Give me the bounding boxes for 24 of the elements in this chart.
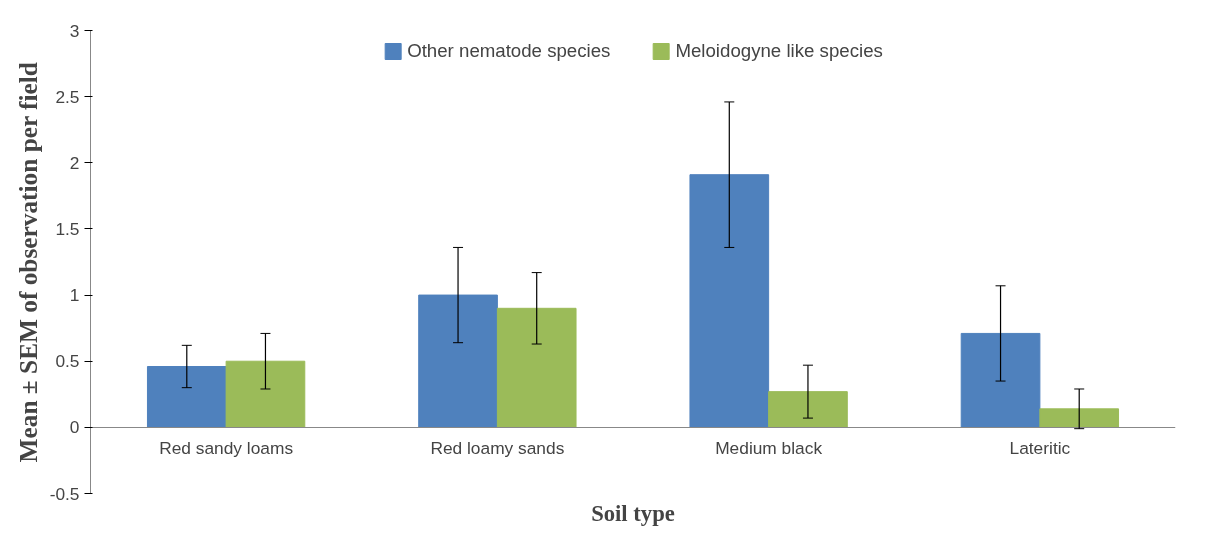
y-tick-label: 0 <box>69 417 80 438</box>
bar <box>496 307 577 428</box>
y-tick-label: 0.5 <box>55 351 80 372</box>
bar <box>225 360 306 428</box>
y-tick-label: 2 <box>69 152 80 173</box>
bar <box>146 366 227 428</box>
bar <box>768 391 848 428</box>
bar <box>960 332 1041 428</box>
x-tick-label: Red sandy loams <box>159 438 294 459</box>
bar <box>418 294 498 428</box>
y-tick-label: 1 <box>69 285 80 306</box>
legend-label: Meloidogyne like species <box>675 40 883 62</box>
y-tick-label: 3 <box>69 20 80 41</box>
x-tick-label: Lateritic <box>1009 438 1071 459</box>
y-tick-label: 1.5 <box>55 218 80 239</box>
bar <box>689 174 770 428</box>
y-axis-title: Mean ± SEM of observation per field <box>13 62 42 463</box>
y-tick-label: 2.5 <box>55 86 80 107</box>
legend-label: Other nematode species <box>407 40 611 62</box>
bar <box>1039 408 1120 428</box>
y-tick-label: -0.5 <box>49 483 80 504</box>
x-tick-label: Red loamy sands <box>430 438 565 459</box>
x-tick-label: Medium black <box>715 438 823 459</box>
x-axis-title: Soil type <box>591 500 675 526</box>
